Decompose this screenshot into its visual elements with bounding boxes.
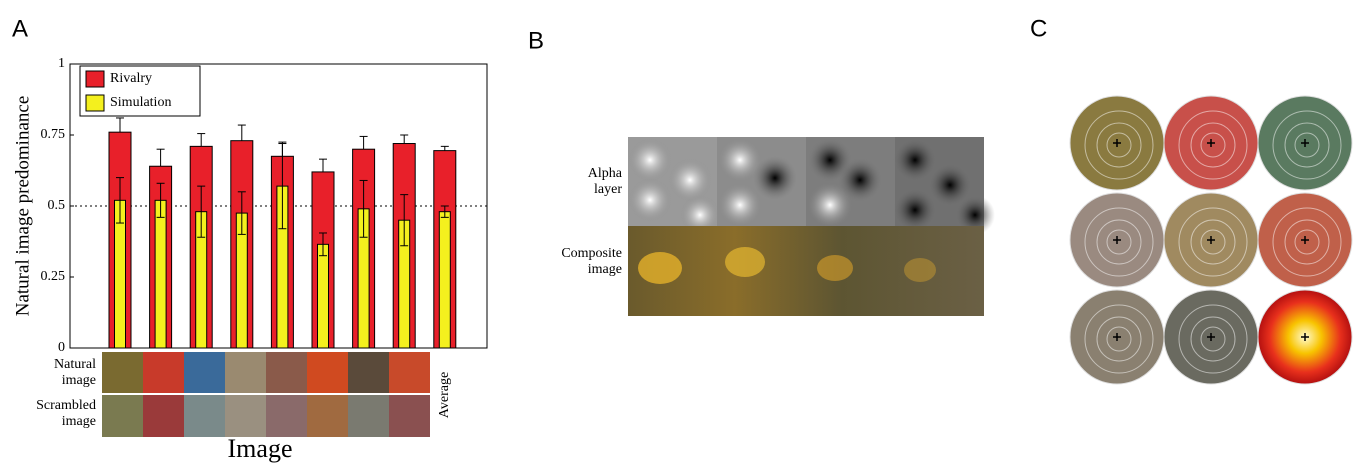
thumbnail [389, 352, 430, 393]
error-bar [319, 159, 327, 172]
alpha-layer [628, 137, 995, 235]
figure-svg: A B C Natural image predominance Image 0… [0, 0, 1359, 466]
composite-image [628, 226, 984, 316]
error-bar [441, 146, 449, 150]
thumbnail [307, 395, 348, 437]
thumbnail [348, 395, 389, 437]
thumbnail [348, 352, 389, 393]
thumbnail [184, 352, 225, 393]
y-tick-label: 0.75 [41, 127, 66, 142]
legend-swatch [86, 71, 104, 87]
error-bar [400, 135, 408, 144]
row-label: Scrambled image [30, 398, 96, 430]
thumbnail [143, 395, 184, 437]
thumbnail [389, 395, 430, 437]
bar [318, 244, 329, 348]
thumbnail [184, 395, 225, 437]
thumbnail [143, 352, 184, 393]
error-bar [360, 136, 368, 149]
thumbnail [102, 395, 143, 437]
panel-label: B [528, 27, 544, 54]
y-tick-label: 0.25 [41, 269, 66, 284]
row-label: Composite image [540, 246, 622, 278]
y-tick-label: 0.5 [48, 198, 66, 213]
y-tick-label: 1 [58, 56, 65, 71]
legend-label: Rivalry [110, 71, 152, 86]
row-label: Alpha layer [560, 166, 622, 198]
legend-label: Simulation [110, 95, 171, 110]
error-bar [116, 118, 124, 132]
thumbnail [225, 395, 266, 437]
thumbnails [102, 352, 430, 437]
legend-swatch [86, 95, 104, 111]
y-tick-label: 0 [58, 340, 65, 355]
thumbnail [266, 352, 307, 393]
row-label: Natural image [40, 357, 96, 389]
thumbnail [102, 352, 143, 393]
panel-label: A [12, 15, 28, 42]
figure: A B C Natural image predominance Image 0… [0, 0, 1359, 466]
y-axis-label: Natural image predominance [12, 96, 33, 317]
bar [439, 212, 450, 348]
bar [155, 200, 166, 348]
x-tick-label: Average [437, 372, 452, 418]
thumbnail [266, 395, 307, 437]
panel-label: C [1030, 15, 1047, 42]
error-bar [197, 134, 205, 147]
fixation-maps [1070, 96, 1352, 384]
error-bar [157, 149, 165, 166]
thumbnail [225, 352, 266, 393]
error-bar [238, 125, 246, 141]
x-axis-label: Image [228, 434, 293, 463]
thumbnail [307, 352, 348, 393]
